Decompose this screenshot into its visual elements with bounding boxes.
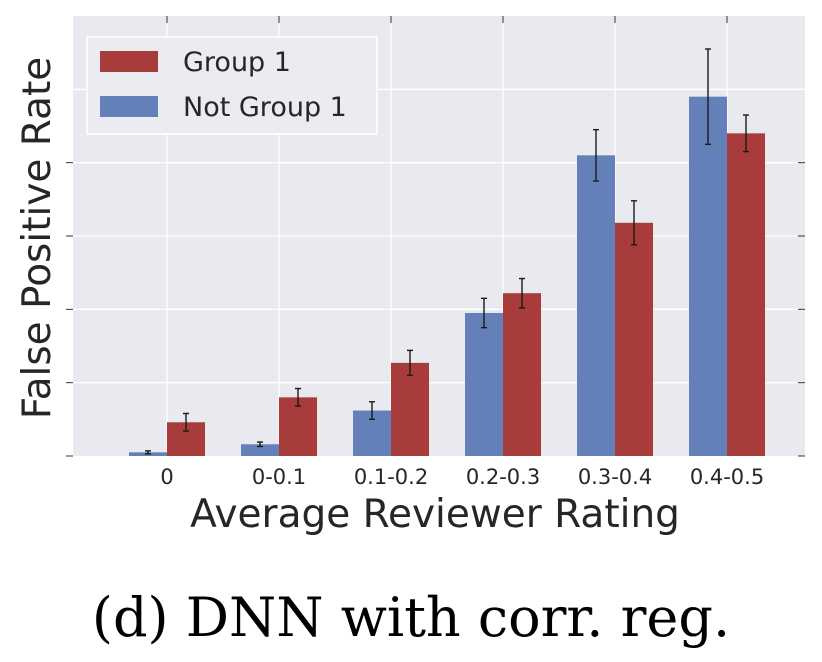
- bar-group-1-0.3-0.4: [615, 222, 653, 456]
- error-bar: [593, 128, 599, 182]
- legend-label: Group 1: [183, 47, 291, 78]
- axis-ticks: [66, 16, 805, 457]
- legend: Group 1 Not Group 1: [86, 36, 378, 135]
- bar-group-1-0-0.1: [279, 397, 317, 456]
- error-bar: [519, 277, 525, 309]
- error-bar: [631, 200, 637, 246]
- error-bar: [183, 412, 189, 432]
- x-tick-label: 0.3-0.4: [578, 465, 652, 489]
- bar-group-1-0.2-0.3: [503, 293, 541, 456]
- bar-not-group-1-0.2-0.3: [465, 313, 503, 456]
- bar-not-group-1-0-0.1: [241, 444, 279, 456]
- error-bar: [743, 114, 749, 153]
- error-bars-group: [145, 48, 749, 455]
- x-tick-label: 0.2-0.3: [466, 465, 540, 489]
- bar-not-group-1-0.3-0.4: [577, 155, 615, 457]
- bars-group: [129, 96, 765, 457]
- y-axis-label: False Positive Rate: [15, 57, 60, 419]
- x-tick-labels: 0 0-0.1 0.1-0.2 0.2-0.3 0.3-0.4 0.4-0.5: [160, 465, 764, 489]
- legend-swatch: [100, 96, 158, 117]
- error-bar: [481, 297, 487, 329]
- error-bar: [145, 450, 151, 455]
- x-tick-label: 0.1-0.2: [354, 465, 428, 489]
- figure-caption: (d) DNN with corr. reg.: [92, 586, 730, 649]
- bar-not-group-1-0.4-0.5: [689, 96, 727, 457]
- error-bar: [257, 441, 263, 448]
- legend-swatch: [100, 51, 158, 72]
- error-bar: [369, 401, 375, 421]
- error-bar: [295, 387, 301, 407]
- bar-group-1-0.1-0.2: [391, 362, 429, 456]
- x-tick-label: 0: [160, 465, 173, 489]
- bar-group-1-0.4-0.5: [727, 133, 765, 457]
- x-tick-label: 0.4-0.5: [690, 465, 764, 489]
- x-axis-label: Average Reviewer Rating: [190, 492, 680, 537]
- error-bar: [705, 48, 711, 146]
- legend-label: Not Group 1: [183, 92, 347, 123]
- error-bar: [407, 349, 413, 377]
- x-tick-label: 0-0.1: [252, 465, 306, 489]
